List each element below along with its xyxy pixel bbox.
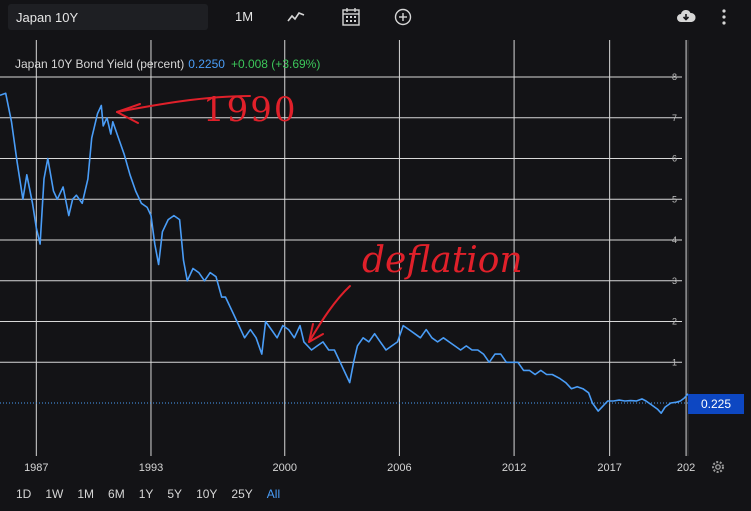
range-button-all[interactable]: All xyxy=(266,487,281,501)
y-tick-label: 4 xyxy=(672,235,677,245)
y-tick-label: 7 xyxy=(672,113,677,123)
range-button-1y[interactable]: 1Y xyxy=(138,487,154,501)
cloud-download-icon[interactable] xyxy=(675,6,697,28)
annotation-deflation: deflation xyxy=(362,240,523,281)
calendar-icon[interactable] xyxy=(340,6,362,28)
x-tick-label: 1993 xyxy=(139,462,163,474)
y-tick-label: 1 xyxy=(672,357,677,367)
range-button-25y[interactable]: 25Y xyxy=(231,487,253,501)
legend-change: +0.008 (+3.69%) xyxy=(230,57,321,71)
last-price-badge: 0.225 xyxy=(688,394,744,414)
chart-grid xyxy=(0,40,689,456)
x-tick-label: 1987 xyxy=(24,462,48,474)
line-style-icon[interactable] xyxy=(285,6,307,28)
y-tick-label: 6 xyxy=(672,154,677,164)
more-vertical-icon[interactable] xyxy=(713,6,735,28)
chart[interactable]: 1987 1993 2000 2006 2012 2017 202 8 7 6 5 4 3 2 1 xyxy=(0,34,751,511)
x-tick-label: 2006 xyxy=(387,462,411,474)
gear-icon[interactable] xyxy=(709,458,727,476)
yield-series-line xyxy=(0,92,689,414)
toolbar: Japan 10Y 1M xyxy=(0,0,751,34)
add-compare-icon[interactable] xyxy=(392,6,414,28)
x-tick-label: 2000 xyxy=(273,462,297,474)
range-button-6m[interactable]: 6M xyxy=(108,487,125,501)
y-axis-ticks: 8 7 6 5 4 3 2 1 xyxy=(672,72,677,367)
y-tick-label: 5 xyxy=(672,194,677,204)
symbol-search-input[interactable]: Japan 10Y xyxy=(8,4,208,30)
range-button-10y[interactable]: 10Y xyxy=(196,487,218,501)
legend-value: 0.2250 xyxy=(188,57,225,71)
x-tick-label: 202 xyxy=(677,462,695,474)
annotation-1990: 1990 xyxy=(203,90,298,130)
range-button-1w[interactable]: 1W xyxy=(45,487,64,501)
legend-name: Japan 10Y Bond Yield (percent) xyxy=(15,57,185,71)
y-tick-label: 2 xyxy=(672,317,677,327)
interval-button[interactable]: 1M xyxy=(234,9,254,24)
range-button-5y[interactable]: 5Y xyxy=(167,487,183,501)
range-selector: 1D 1W 1M 6M 1Y 5Y 10Y 25Y All xyxy=(16,487,294,505)
range-button-1d[interactable]: 1D xyxy=(16,487,32,501)
y-tick-label: 8 xyxy=(672,72,677,82)
x-tick-label: 2017 xyxy=(597,462,621,474)
y-tick-label: 3 xyxy=(672,276,677,286)
x-tick-label: 2012 xyxy=(502,462,526,474)
range-button-1m[interactable]: 1M xyxy=(77,487,95,501)
series-legend: Japan 10Y Bond Yield (percent) 0.2250 +0.0… xyxy=(15,57,320,71)
symbol-label: Japan 10Y xyxy=(16,9,79,25)
annotation-arrows xyxy=(116,95,351,343)
x-axis-ticks: 1987 1993 2000 2006 2012 2017 202 xyxy=(24,462,695,474)
